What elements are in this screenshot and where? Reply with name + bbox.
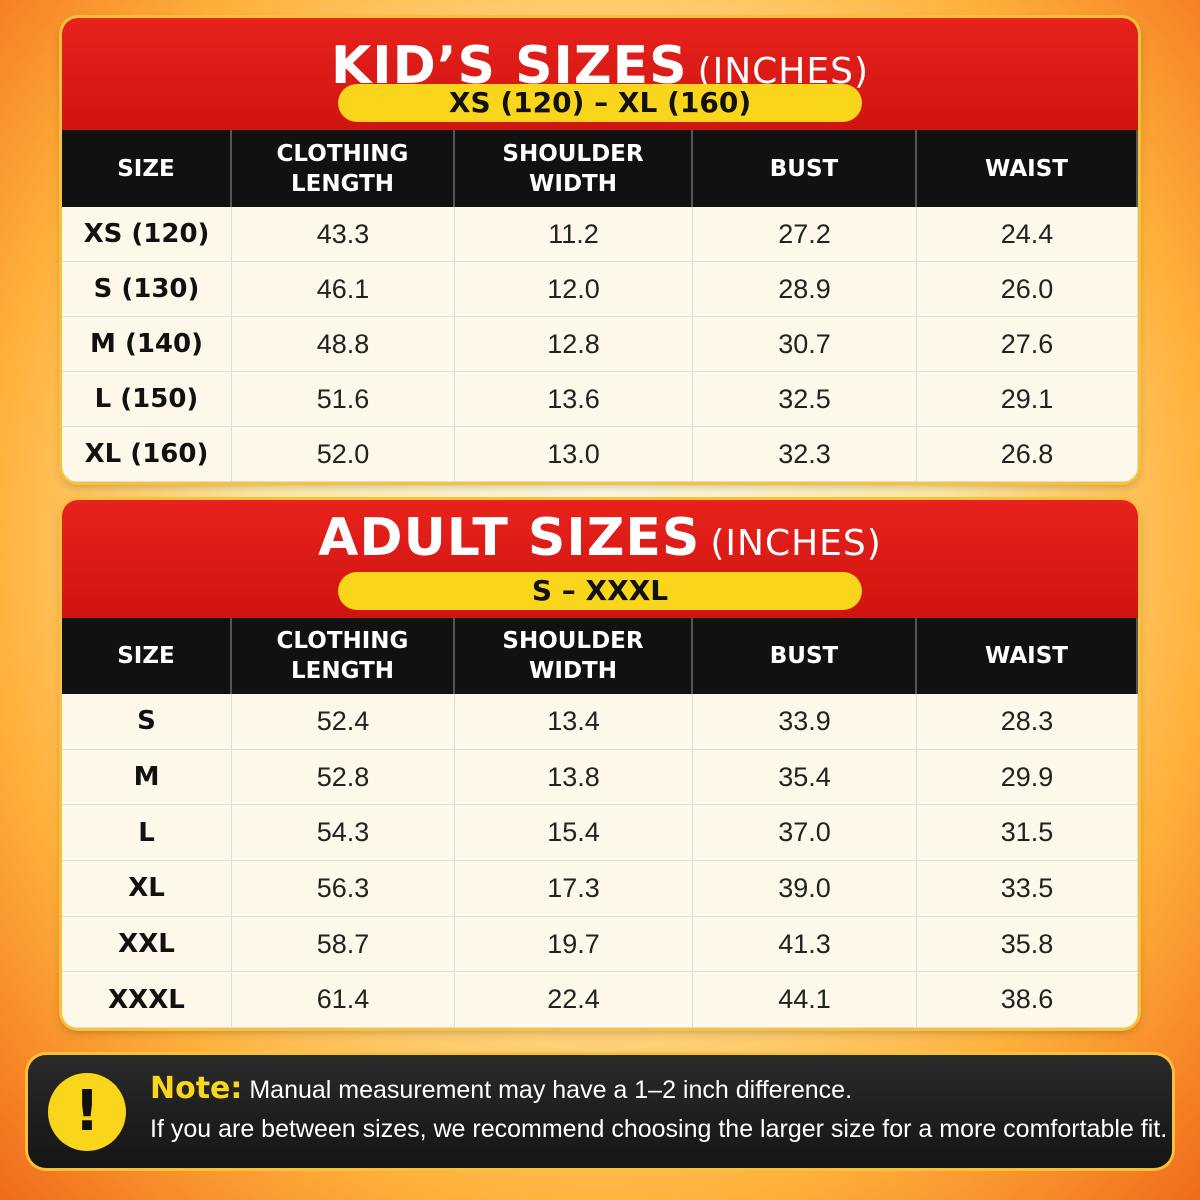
header-line: WIDTH bbox=[529, 170, 617, 197]
cell-value: 28.3 bbox=[917, 694, 1138, 750]
header-line: WIDTH bbox=[529, 658, 617, 684]
size-label: XXL bbox=[62, 916, 232, 973]
warning-icon: ! bbox=[48, 1073, 126, 1151]
size-label: XL (160) bbox=[62, 427, 232, 482]
cell-value: 32.5 bbox=[693, 372, 917, 427]
header-line: SIZE bbox=[117, 643, 175, 669]
cell-value: 52.0 bbox=[232, 427, 455, 482]
cell-value: 11.2 bbox=[455, 207, 693, 262]
column-header: SHOULDER WIDTH bbox=[455, 618, 693, 694]
cell-value: 52.4 bbox=[232, 694, 455, 750]
cell-value: 33.9 bbox=[693, 694, 917, 750]
header-line: CLOTHING bbox=[276, 140, 409, 167]
size-range: XS (120) – XL (160) bbox=[338, 84, 862, 122]
cell-value: 12.0 bbox=[455, 262, 693, 317]
size-label: L (150) bbox=[62, 372, 232, 427]
cell-value: 56.3 bbox=[232, 861, 455, 917]
cell-value: 26.8 bbox=[917, 427, 1138, 482]
column-header: SIZE bbox=[62, 130, 232, 207]
cell-value: 41.3 bbox=[693, 916, 917, 973]
cell-value: 22.4 bbox=[455, 972, 693, 1029]
header-line: WAIST bbox=[985, 643, 1068, 669]
cell-value: 31.5 bbox=[917, 805, 1138, 862]
cell-value: 44.1 bbox=[693, 972, 917, 1029]
cell-value: 17.3 bbox=[455, 861, 693, 917]
header-line: SHOULDER bbox=[502, 140, 644, 167]
cell-value: 15.4 bbox=[455, 805, 693, 862]
size-panel: ADULT SIZES (INCHES) S – XXXL SIZE CLOTHING L… bbox=[62, 500, 1138, 1029]
cell-value: 35.4 bbox=[693, 749, 917, 806]
cell-value: 54.3 bbox=[232, 805, 455, 862]
note-label: Note: bbox=[150, 1071, 243, 1106]
header-line: LENGTH bbox=[290, 170, 395, 197]
column-header: SIZE bbox=[62, 618, 232, 694]
column-header: SHOULDER WIDTH bbox=[455, 130, 693, 207]
cell-value: 26.0 bbox=[917, 262, 1138, 317]
size-range: S – XXXL bbox=[338, 572, 862, 610]
cell-value: 52.8 bbox=[232, 749, 455, 806]
panel-title: ADULT SIZES (INCHES) bbox=[62, 508, 1138, 568]
column-header: WAIST bbox=[917, 618, 1138, 694]
header-line: BUST bbox=[769, 155, 839, 182]
cell-value: 13.6 bbox=[455, 372, 693, 427]
cell-value: 35.8 bbox=[917, 916, 1138, 973]
cell-value: 27.2 bbox=[693, 207, 917, 262]
size-label: XL bbox=[62, 861, 232, 917]
cell-value: 58.7 bbox=[232, 916, 455, 973]
cell-value: 29.9 bbox=[917, 749, 1138, 806]
cell-value: 43.3 bbox=[232, 207, 455, 262]
header-line: BUST bbox=[769, 643, 839, 669]
header-line: CLOTHING bbox=[276, 628, 409, 654]
cell-value: 61.4 bbox=[232, 972, 455, 1029]
cell-value: 12.8 bbox=[455, 317, 693, 372]
note-line: Note: Manual measurement may have a 1–2 … bbox=[150, 1071, 852, 1106]
column-header: CLOTHING LENGTH bbox=[232, 618, 455, 694]
size-label: M (140) bbox=[62, 317, 232, 372]
cell-value: 13.4 bbox=[455, 694, 693, 750]
title-unit: (INCHES) bbox=[710, 523, 882, 564]
column-header: BUST bbox=[693, 130, 917, 207]
cell-value: 38.6 bbox=[917, 972, 1138, 1029]
cell-value: 51.6 bbox=[232, 372, 455, 427]
cell-value: 48.8 bbox=[232, 317, 455, 372]
cell-value: 28.9 bbox=[693, 262, 917, 317]
title-text: ADULT SIZES bbox=[318, 508, 701, 568]
column-header: BUST bbox=[693, 618, 917, 694]
size-label: S (130) bbox=[62, 262, 232, 317]
note-box: ! Note: Manual measurement may have a 1–… bbox=[28, 1055, 1172, 1168]
cell-value: 29.1 bbox=[917, 372, 1138, 427]
cell-value: 13.8 bbox=[455, 749, 693, 806]
size-label: XXXL bbox=[62, 972, 232, 1029]
cell-value: 37.0 bbox=[693, 805, 917, 862]
cell-value: 30.7 bbox=[693, 317, 917, 372]
cell-value: 46.1 bbox=[232, 262, 455, 317]
cell-value: 19.7 bbox=[455, 916, 693, 973]
header-line: WAIST bbox=[985, 155, 1068, 182]
cell-value: 32.3 bbox=[693, 427, 917, 482]
size-label: XS (120) bbox=[62, 207, 232, 262]
header-line: SHOULDER bbox=[502, 628, 644, 654]
size-label: S bbox=[62, 694, 232, 750]
size-label: L bbox=[62, 805, 232, 862]
cell-value: 27.6 bbox=[917, 317, 1138, 372]
cell-value: 13.0 bbox=[455, 427, 693, 482]
column-header: WAIST bbox=[917, 130, 1138, 207]
cell-value: 24.4 bbox=[917, 207, 1138, 262]
size-label: M bbox=[62, 749, 232, 806]
header-line: SIZE bbox=[117, 155, 175, 182]
cell-value: 33.5 bbox=[917, 861, 1138, 917]
note-text: Manual measurement may have a 1–2 inch d… bbox=[249, 1076, 853, 1104]
column-header: CLOTHING LENGTH bbox=[232, 130, 455, 207]
note-text: If you are between sizes, we recommend c… bbox=[150, 1115, 1168, 1143]
header-line: LENGTH bbox=[290, 658, 395, 684]
cell-value: 39.0 bbox=[693, 861, 917, 917]
size-panel: KID’S SIZES (INCHES) XS (120) – XL (160) SI… bbox=[62, 18, 1138, 482]
